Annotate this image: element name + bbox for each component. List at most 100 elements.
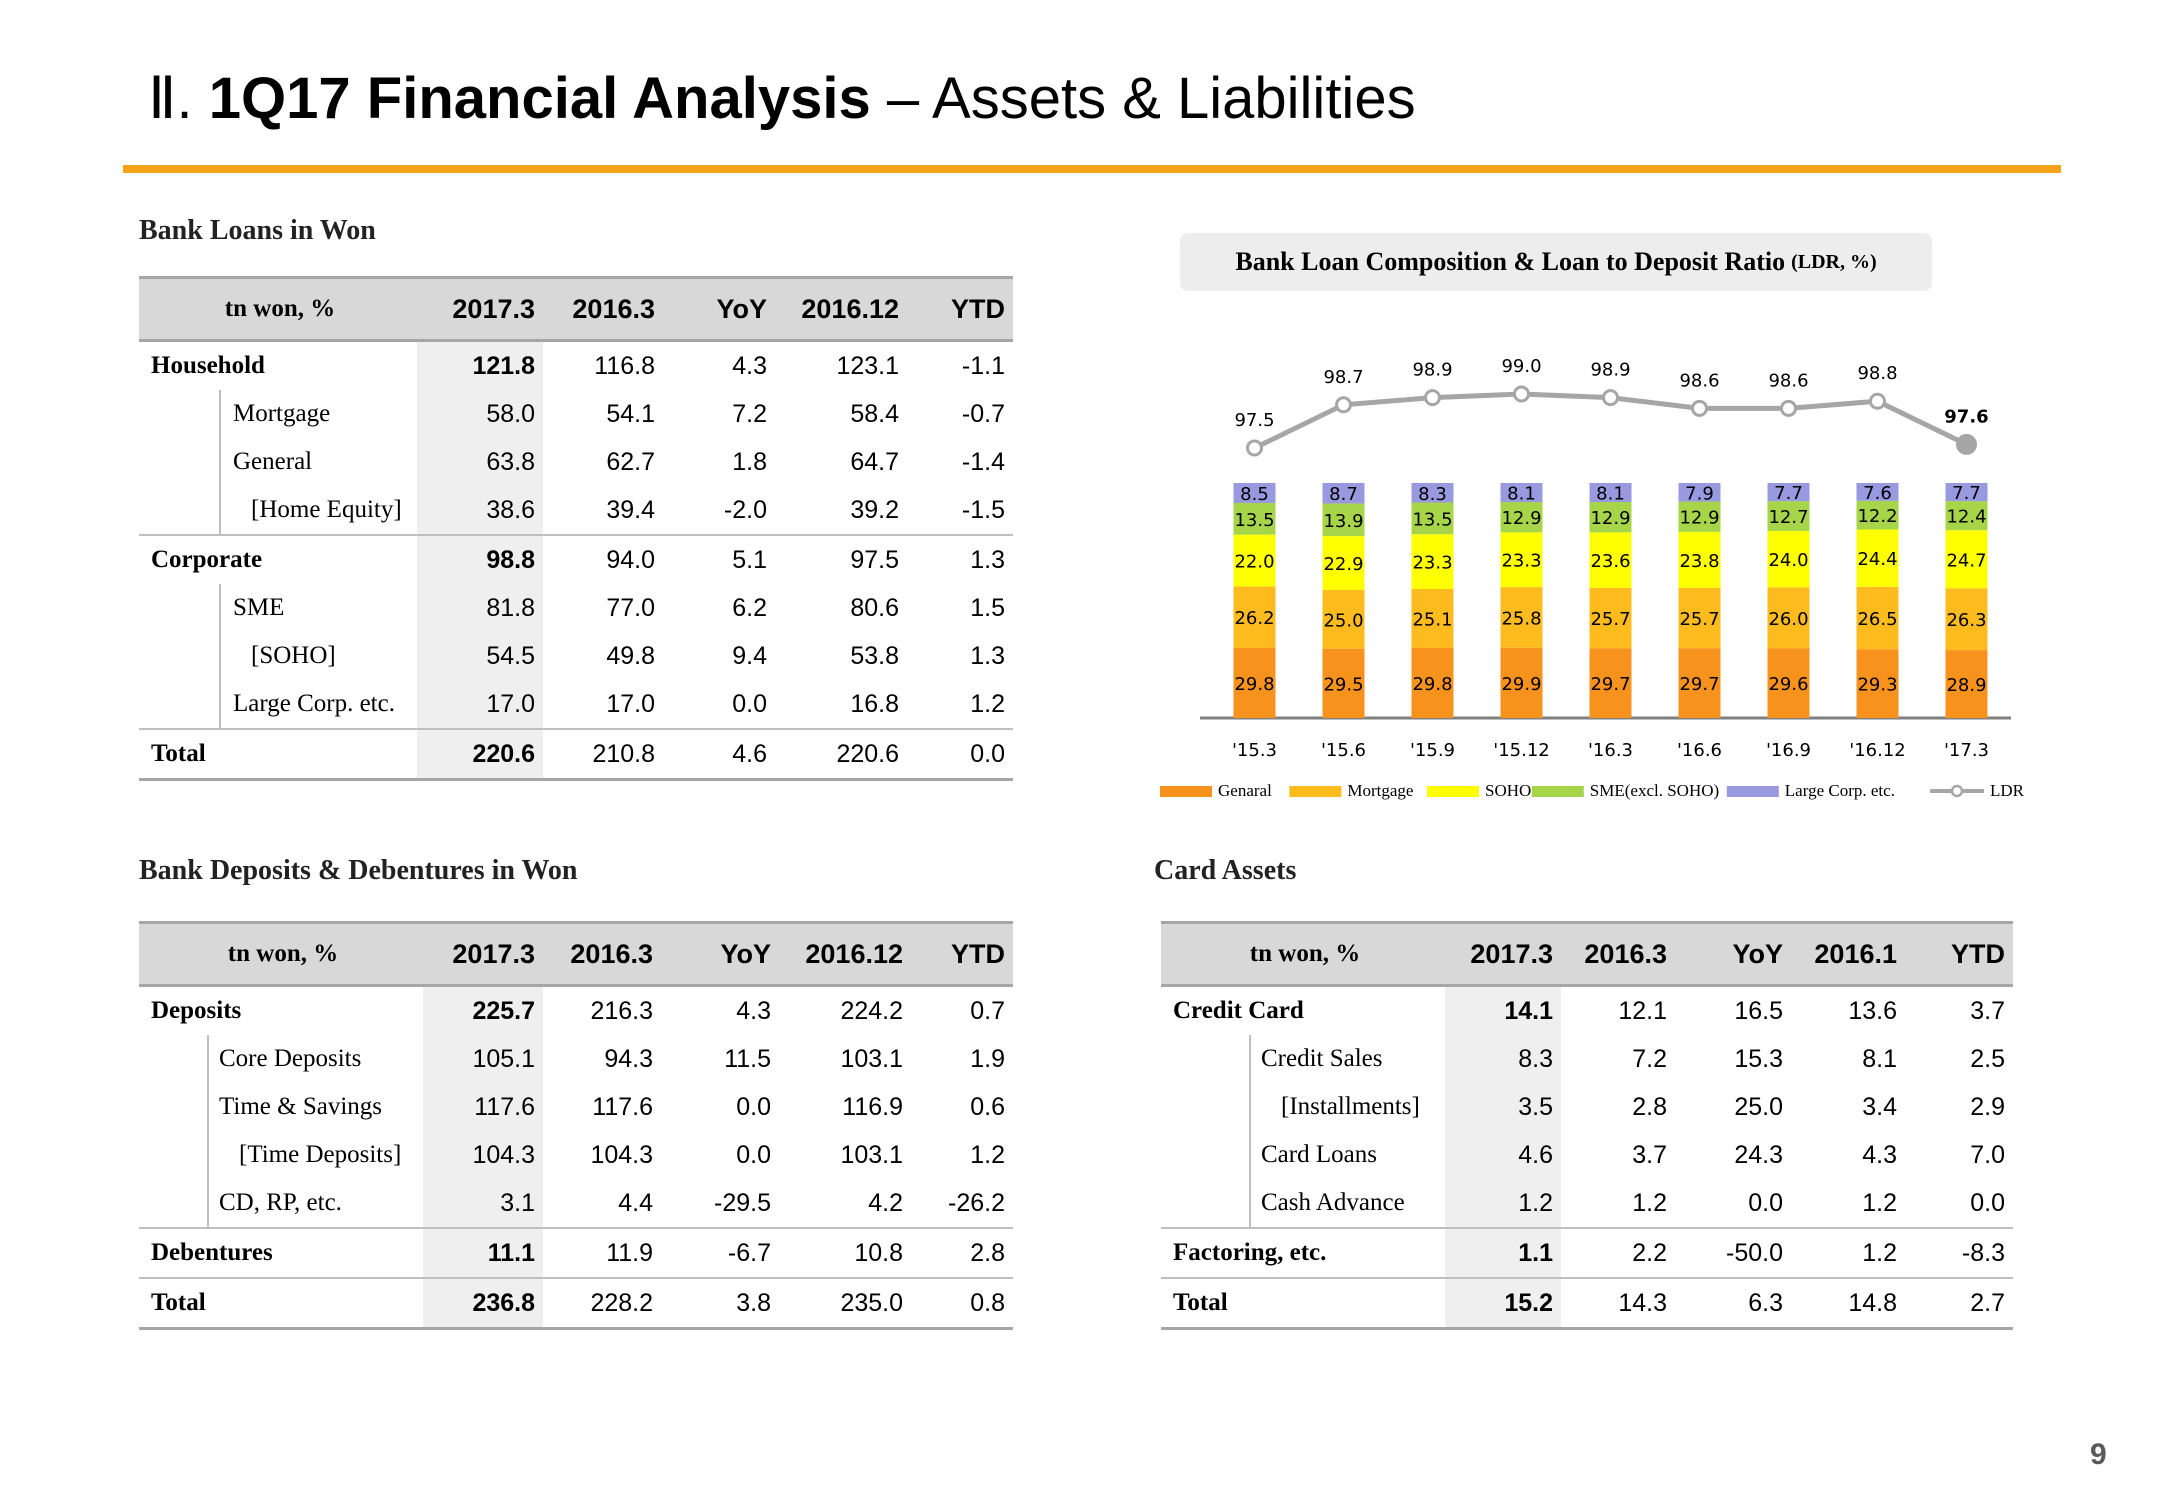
- bar-large-corp-etc: [1322, 483, 1365, 504]
- legend-label: Mortgage: [1347, 781, 1413, 800]
- cell-ytd: 1.2: [970, 1140, 1005, 1169]
- bar-label: 24.7: [1946, 550, 1986, 571]
- row-label-installments: [Installments]: [1281, 1093, 1420, 1120]
- cell-ytd: 1.5: [970, 593, 1005, 622]
- row-label-time-deposits: [Time Deposits]: [239, 1141, 402, 1168]
- cell-2016-12: 53.8: [850, 641, 899, 670]
- bar-label: 13.9: [1323, 511, 1363, 532]
- bar-label: 7.7: [1774, 483, 1803, 504]
- row-label-deposits: Deposits: [151, 997, 242, 1024]
- bar-label: 25.8: [1501, 608, 1541, 629]
- cell-ytd: -1.5: [961, 495, 1005, 524]
- table-row: [SOHO] 54.5 49.8 9.4 53.8 1.3: [139, 632, 1013, 680]
- cell-2016-12: 116.9: [842, 1092, 903, 1121]
- bar-label: 8.7: [1329, 484, 1358, 505]
- cell-2016-3: 7.2: [1632, 1044, 1667, 1073]
- row-label-corporate: Corporate: [151, 546, 263, 573]
- point-ldr: [1956, 433, 1977, 455]
- cell-2017-3: 3.1: [423, 1179, 543, 1228]
- column-header-yoy: YoY: [663, 276, 775, 342]
- tick-label: '15.12: [1493, 740, 1549, 761]
- bar-label: 12.2: [1857, 506, 1897, 527]
- cell-2016-12: 103.1: [840, 1140, 903, 1169]
- column-header-2016-3: 2016.3: [543, 276, 663, 342]
- legend-marker-ldr: [1950, 784, 1964, 798]
- cell-2017-3: 15.2: [1445, 1277, 1561, 1330]
- chart-title: Bank Loan Composition & Loan to Deposit …: [1180, 233, 1932, 291]
- tick-label: '15.9: [1410, 740, 1455, 761]
- bar-large-corp-etc: [1500, 483, 1543, 503]
- table-row: Core Deposits 105.1 94.3 11.5 103.1 1.9: [139, 1035, 1013, 1083]
- cell-yoy: 11.5: [724, 1044, 771, 1073]
- bar-soho: [1945, 530, 1988, 589]
- bar-label: 12.9: [1501, 508, 1541, 529]
- table-row: Factoring, etc. 1.1 2.2 -50.0 1.2 -8.3: [1161, 1227, 2013, 1278]
- cell-yoy: 16.5: [1734, 996, 1783, 1025]
- bar-label: 25.0: [1323, 610, 1363, 631]
- cell-yoy: -6.7: [661, 1227, 779, 1278]
- cell-2016-3: 3.7: [1632, 1140, 1667, 1169]
- bar-label: 29.3: [1857, 675, 1897, 696]
- cell-2016-3: 116.8: [594, 351, 655, 380]
- tick-label: '16.9: [1766, 740, 1811, 761]
- cell-2016-12: 235.0: [779, 1277, 911, 1330]
- column-header-2017-3: 2017.3: [1445, 921, 1561, 987]
- bar-genaral: [1411, 647, 1454, 718]
- bar-label: 12.4: [1946, 507, 1986, 528]
- chart-title-unit: (LDR, %): [1791, 250, 1877, 273]
- table-row: CD, RP, etc. 3.1 4.4 -29.5 4.2 -26.2: [139, 1179, 1013, 1228]
- cell-2016-12: 58.4: [850, 399, 899, 428]
- bar-genaral: [1856, 649, 1899, 718]
- bar-label: 22.0: [1234, 552, 1274, 573]
- table-row: Mortgage 58.0 54.1 7.2 58.4 -0.7: [139, 390, 1013, 438]
- bar-sme-excl-soho: [1589, 502, 1632, 533]
- title-subtitle: – Assets & Liabilities: [886, 66, 1416, 131]
- bar-soho: [1856, 529, 1899, 587]
- cell-2017-3: 81.8: [417, 584, 543, 632]
- cell-2016-3: 216.3: [590, 996, 653, 1025]
- bar-mortgage: [1678, 587, 1721, 649]
- chart-title-main: Bank Loan Composition & Loan to Deposit …: [1235, 247, 1786, 276]
- bar-soho: [1322, 536, 1365, 590]
- column-header-2016-12: 2016.12: [779, 921, 911, 987]
- bar-label: 12.9: [1590, 508, 1630, 529]
- ldr-label: 97.5: [1234, 410, 1274, 431]
- cell-2017-3: 117.6: [423, 1083, 543, 1131]
- cell-yoy: 6.3: [1675, 1277, 1791, 1330]
- cell-ytd: 1.3: [907, 534, 1013, 584]
- bar-sme-excl-soho: [1856, 500, 1899, 530]
- table-row: Total 220.6 210.8 4.6 220.6 0.0: [139, 728, 1013, 781]
- tick-label: '15.3: [1232, 740, 1277, 761]
- point-ldr: [1691, 399, 1708, 417]
- bar-large-corp-etc: [1767, 483, 1810, 502]
- bar-large-corp-etc: [1589, 483, 1632, 503]
- cell-2017-3: 58.0: [417, 390, 543, 438]
- bar-label: 13.5: [1412, 509, 1452, 530]
- bar-genaral: [1767, 648, 1810, 718]
- bar-sme-excl-soho: [1500, 502, 1543, 533]
- cell-2016-3: 210.8: [543, 728, 663, 781]
- ldr-label: 99.0: [1501, 356, 1541, 377]
- cell-2016-1: 14.8: [1791, 1277, 1905, 1330]
- cell-2016-12: 123.1: [836, 351, 899, 380]
- bar-label: 29.7: [1679, 674, 1719, 695]
- table-header-row: tn won, % 2017.3 2016.3 YoY 2016.12 YTD: [139, 921, 1013, 987]
- row-label-card-loans: Card Loans: [1261, 1141, 1377, 1168]
- bar-label: 29.9: [1501, 674, 1541, 695]
- column-header-tn-won: tn won, %: [139, 921, 423, 987]
- cell-ytd: 0.0: [907, 728, 1013, 781]
- legend-label: SOHO: [1485, 781, 1531, 800]
- cell-2017-3: 38.6: [417, 486, 543, 535]
- cell-ytd: 1.3: [970, 641, 1005, 670]
- bar-label: 7.7: [1952, 483, 1981, 504]
- bar-label: 23.6: [1590, 551, 1630, 572]
- column-header-2016-12: 2016.12: [775, 276, 907, 342]
- row-label-cd-rp-etc: CD, RP, etc.: [219, 1189, 342, 1216]
- row-label-household: Household: [151, 352, 265, 379]
- bar-label: 25.7: [1590, 609, 1630, 630]
- ldr-label: 98.8: [1857, 363, 1897, 384]
- table-row: [Installments] 3.5 2.8 25.0 3.4 2.9: [1161, 1083, 2013, 1131]
- table-row: Household 121.8 116.8 4.3 123.1 -1.1: [139, 340, 1013, 390]
- legend-swatch-large-corp-etc: [1726, 786, 1779, 797]
- bar-soho: [1767, 530, 1810, 588]
